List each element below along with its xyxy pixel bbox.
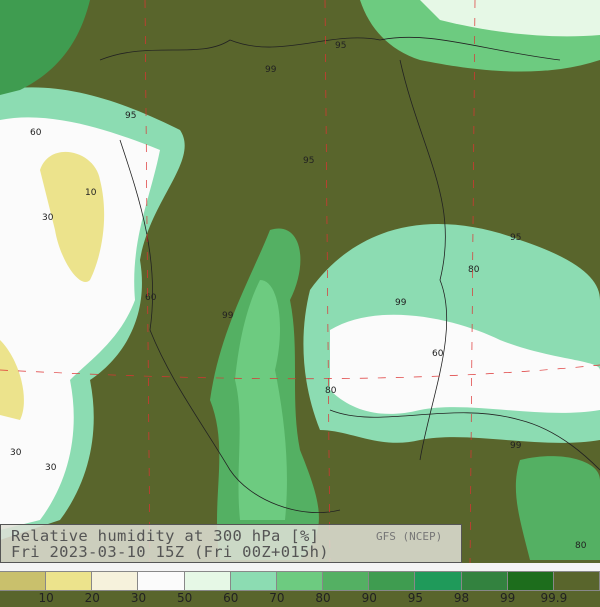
legend-swatch (276, 572, 324, 590)
legend-swatch (507, 572, 554, 590)
legend-labels: 10 20 30 50 60 70 80 90 95 98 99 99.9 (0, 589, 600, 605)
grid-lines (0, 0, 600, 566)
legend-swatch (184, 572, 231, 590)
humidity-region-northwest (0, 0, 90, 95)
dry-region-west-edge (0, 340, 24, 420)
legend-label: 30 (130, 591, 147, 605)
map-title: Relative humidity at 300 hPa [%] (11, 527, 320, 545)
legend-label: 95 (407, 591, 424, 605)
legend-label: 10 (38, 591, 54, 605)
legend-swatch (369, 572, 416, 590)
contour-label: 60 (145, 293, 157, 303)
humidity-map: 10 30 30 30 60 60 60 80 80 80 95 95 95 9… (0, 0, 600, 566)
legend-label: 20 (84, 591, 100, 605)
contour-label: 10 (85, 188, 97, 198)
color-legend (0, 571, 600, 591)
legend-swatch (323, 572, 370, 590)
legend-spacer (0, 563, 600, 571)
legend-label: 60 (223, 591, 239, 605)
contour-label: 60 (432, 349, 444, 359)
legend-swatch (92, 572, 139, 590)
contour-label: 95 (303, 156, 314, 166)
contour-label: 99 (510, 441, 522, 451)
contour-label: 80 (468, 265, 480, 275)
title-box: Relative humidity at 300 hPa [%] Fri 202… (0, 524, 462, 563)
humidity-region-east-inner (330, 314, 600, 414)
contour-label: 95 (125, 111, 136, 121)
contour-label: 99 (395, 298, 407, 308)
contour-label: 95 (510, 233, 521, 243)
legend-label: 50 (176, 591, 193, 605)
legend-label: 90 (361, 591, 377, 605)
contour-label: 30 (45, 463, 57, 473)
model-source: GFS (NCEP) (376, 530, 443, 543)
legend-swatch (230, 572, 277, 590)
legend-swatch (0, 572, 47, 590)
legend-label: 99.9 (540, 591, 568, 605)
contour-label: 99 (222, 311, 234, 321)
legend-label: 80 (315, 591, 331, 605)
legend-swatch (138, 572, 185, 590)
legend-label: 98 (453, 591, 470, 605)
legend-swatch (553, 572, 600, 590)
contour-label: 80 (575, 541, 587, 551)
map-valid-time: Fri 2023-03-10 15Z (Fri 00Z+015h) (11, 543, 329, 561)
humidity-band-central-inner (235, 280, 287, 520)
legend-swatch (461, 572, 508, 590)
country-borders (99, 36, 600, 513)
legend-label: 70 (269, 591, 285, 605)
contour-label: 30 (42, 213, 54, 223)
contour-label: 80 (325, 386, 337, 396)
legend-label: 99 (500, 591, 516, 605)
contour-label: 99 (265, 65, 277, 75)
humidity-region-west-inner (0, 117, 160, 530)
contour-label: 60 (30, 128, 42, 138)
dry-region-west (40, 151, 105, 282)
legend-swatch (46, 572, 93, 590)
contour-label: 30 (10, 448, 22, 458)
humidity-region-north-inner (420, 0, 600, 37)
contour-label: 95 (335, 41, 346, 51)
humidity-region-southeast (515, 456, 600, 560)
legend-swatch (415, 572, 462, 590)
